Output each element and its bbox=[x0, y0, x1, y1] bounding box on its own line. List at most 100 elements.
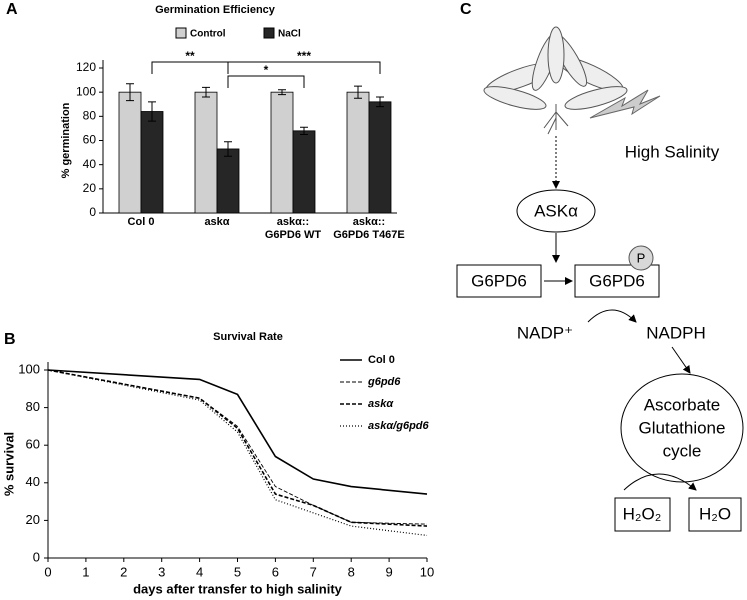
node-label: H₂O bbox=[699, 504, 731, 523]
x-tick-label: askα:: G6PD6 T467E bbox=[333, 216, 405, 241]
x-tick-label: 5 bbox=[234, 564, 241, 579]
y-tick-label: 20 bbox=[83, 181, 97, 195]
legend-label: askα/g6pd6 bbox=[368, 420, 430, 432]
node-label: NADP⁺ bbox=[517, 323, 573, 342]
x-tick-line: G6PD6 WT bbox=[265, 229, 322, 241]
significance-label: * bbox=[264, 63, 269, 77]
x-tick-line: askα bbox=[204, 216, 229, 228]
error-bar bbox=[148, 101, 156, 122]
error-bar bbox=[278, 89, 286, 96]
y-axis-label: % germination bbox=[60, 102, 72, 178]
panel-label: B bbox=[4, 331, 16, 348]
arrow bbox=[587, 309, 637, 323]
y-tick-label: 40 bbox=[83, 157, 97, 171]
panel-label: C bbox=[460, 1, 472, 18]
x-tick-line: askα:: bbox=[353, 216, 385, 228]
node-shape bbox=[614, 497, 671, 532]
stimulus-label: High Salinity bbox=[625, 142, 720, 161]
y-tick-label: 80 bbox=[83, 109, 97, 123]
x-tick-label: 4 bbox=[196, 564, 203, 579]
legend-swatch bbox=[263, 27, 275, 39]
legend-label: g6pd6 bbox=[367, 376, 401, 388]
arrow bbox=[671, 346, 691, 374]
y-tick-label: 120 bbox=[76, 60, 96, 74]
chart-title: Germination Efficiency bbox=[155, 4, 276, 16]
legend-label: NaCl bbox=[278, 29, 301, 40]
x-tick-label: 0 bbox=[44, 564, 51, 579]
bar bbox=[194, 91, 218, 214]
x-tick-label: 1 bbox=[82, 564, 89, 579]
bar bbox=[270, 91, 294, 214]
line bbox=[47, 369, 428, 527]
x-tick-label: 3 bbox=[158, 564, 165, 579]
lightning-icon bbox=[589, 89, 661, 119]
node-label: G6PD6 bbox=[589, 271, 645, 290]
significance-bracket bbox=[151, 61, 229, 74]
x-tick-label: 10 bbox=[420, 564, 434, 579]
chart-title: Survival Rate bbox=[213, 331, 283, 343]
x-tick-line: G6PD6 T467E bbox=[333, 229, 405, 241]
diagram bbox=[456, 26, 744, 532]
x-tick-label: 7 bbox=[310, 564, 317, 579]
x-tick-label: Col 0 bbox=[128, 216, 155, 228]
node-shape bbox=[516, 189, 596, 233]
significance-label: ** bbox=[185, 49, 195, 63]
arrow bbox=[623, 473, 697, 491]
x-tick-label: askα bbox=[204, 216, 229, 228]
x-tick-label: 6 bbox=[272, 564, 279, 579]
node-label: P bbox=[637, 250, 646, 265]
significance-bracket bbox=[227, 75, 305, 88]
error-bar bbox=[224, 141, 232, 157]
x-tick-line: Col 0 bbox=[128, 216, 155, 228]
node-label: Ascorbate bbox=[644, 395, 721, 414]
error-bar bbox=[376, 96, 384, 108]
node-label: NADPH bbox=[646, 323, 706, 342]
x-tick-label: 2 bbox=[120, 564, 127, 579]
y-axis-label: % survival bbox=[1, 432, 16, 496]
panel-label: A bbox=[6, 1, 18, 18]
legend-swatch bbox=[175, 27, 187, 39]
bar bbox=[118, 91, 142, 214]
y-tick-label: 100 bbox=[76, 84, 96, 98]
y-tick-label: 80 bbox=[26, 399, 40, 414]
node-label: Glutathione bbox=[639, 418, 726, 437]
x-axis-label: days after transfer to high salinity bbox=[133, 581, 343, 596]
line bbox=[47, 369, 428, 525]
y-tick-label: 100 bbox=[18, 361, 40, 376]
y-tick-label: 0 bbox=[33, 549, 40, 564]
error-bar bbox=[300, 126, 308, 135]
bar bbox=[368, 101, 392, 214]
bar bbox=[216, 148, 240, 214]
phospho-circle bbox=[628, 245, 654, 271]
bar bbox=[346, 91, 370, 214]
y-tick-label: 60 bbox=[26, 437, 40, 452]
significance-label: *** bbox=[297, 49, 311, 63]
cycle-shape bbox=[620, 373, 744, 483]
x-tick-label: askα:: G6PD6 WT bbox=[265, 216, 322, 241]
bar bbox=[292, 130, 316, 214]
y-tick-label: 0 bbox=[89, 205, 96, 219]
legend-label: Col 0 bbox=[368, 354, 395, 366]
significance-bracket bbox=[227, 61, 381, 74]
node-shape bbox=[456, 264, 542, 298]
line bbox=[47, 369, 428, 495]
node-label: H₂O₂ bbox=[623, 504, 662, 523]
legend-label: Control bbox=[190, 29, 226, 40]
plant-icon bbox=[483, 26, 628, 135]
node-shape bbox=[574, 264, 660, 298]
node-label: ASKα bbox=[534, 201, 578, 220]
error-bar bbox=[126, 83, 134, 102]
node-label: G6PD6 bbox=[471, 271, 527, 290]
x-tick-label: 8 bbox=[348, 564, 355, 579]
x-tick-label: 9 bbox=[385, 564, 392, 579]
x-tick-line: askα:: bbox=[277, 216, 309, 228]
legend-label: askα bbox=[368, 398, 394, 410]
y-tick-label: 60 bbox=[83, 133, 97, 147]
error-bar bbox=[202, 86, 210, 98]
node-label: cycle bbox=[663, 441, 702, 460]
y-tick-label: 20 bbox=[26, 512, 40, 527]
error-bar bbox=[354, 85, 362, 99]
y-tick-label: 40 bbox=[26, 474, 40, 489]
